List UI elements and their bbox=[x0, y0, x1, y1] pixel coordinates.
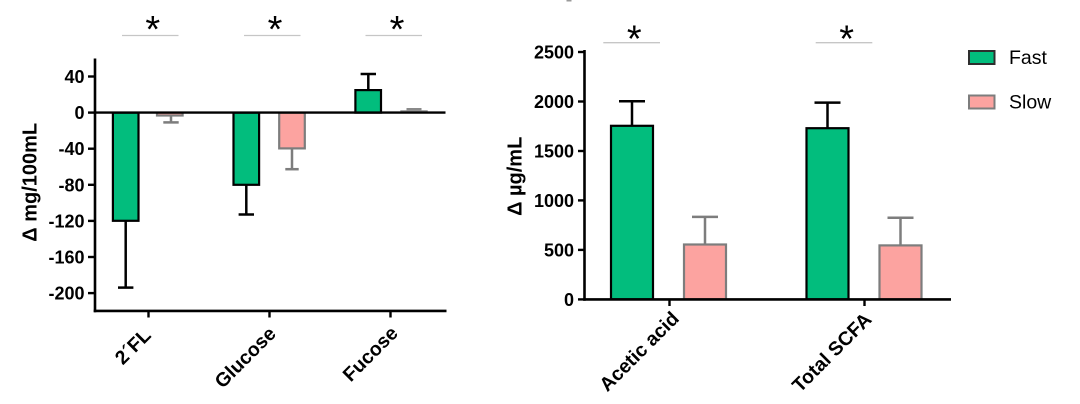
svg-text:-200: -200 bbox=[48, 284, 84, 304]
svg-text:*: * bbox=[145, 9, 160, 51]
svg-text:1000: 1000 bbox=[534, 191, 574, 211]
svg-text:2´FL: 2´FL bbox=[111, 324, 156, 369]
svg-text:Total SCFA: Total SCFA bbox=[788, 309, 876, 397]
svg-text:2500: 2500 bbox=[534, 43, 574, 63]
svg-text:0: 0 bbox=[74, 103, 84, 123]
svg-text:Acetic acid: Acetic acid bbox=[595, 308, 683, 396]
svg-text:Slow: Slow bbox=[1009, 92, 1052, 114]
svg-text:*: * bbox=[627, 19, 642, 61]
svg-text:1500: 1500 bbox=[534, 142, 574, 162]
svg-text:0: 0 bbox=[564, 290, 574, 310]
svg-text:Δ mg/100mL: Δ mg/100mL bbox=[20, 123, 42, 242]
svg-text:*: * bbox=[390, 9, 405, 51]
svg-text:Δ µg/mL: Δ µg/mL bbox=[505, 137, 527, 216]
svg-text:-120: -120 bbox=[48, 211, 84, 231]
svg-text:Fast: Fast bbox=[1009, 47, 1048, 69]
svg-text:2000: 2000 bbox=[534, 92, 574, 112]
svg-text:500: 500 bbox=[544, 240, 574, 260]
svg-text:-40: -40 bbox=[58, 139, 84, 159]
svg-text:-160: -160 bbox=[48, 248, 84, 268]
svg-text:Glucose: Glucose bbox=[211, 323, 281, 393]
svg-text:*: * bbox=[268, 9, 283, 51]
svg-text:Fucose: Fucose bbox=[339, 322, 403, 386]
svg-text:40: 40 bbox=[64, 67, 84, 87]
svg-text:-80: -80 bbox=[58, 175, 84, 195]
svg-text:*: * bbox=[839, 19, 854, 61]
